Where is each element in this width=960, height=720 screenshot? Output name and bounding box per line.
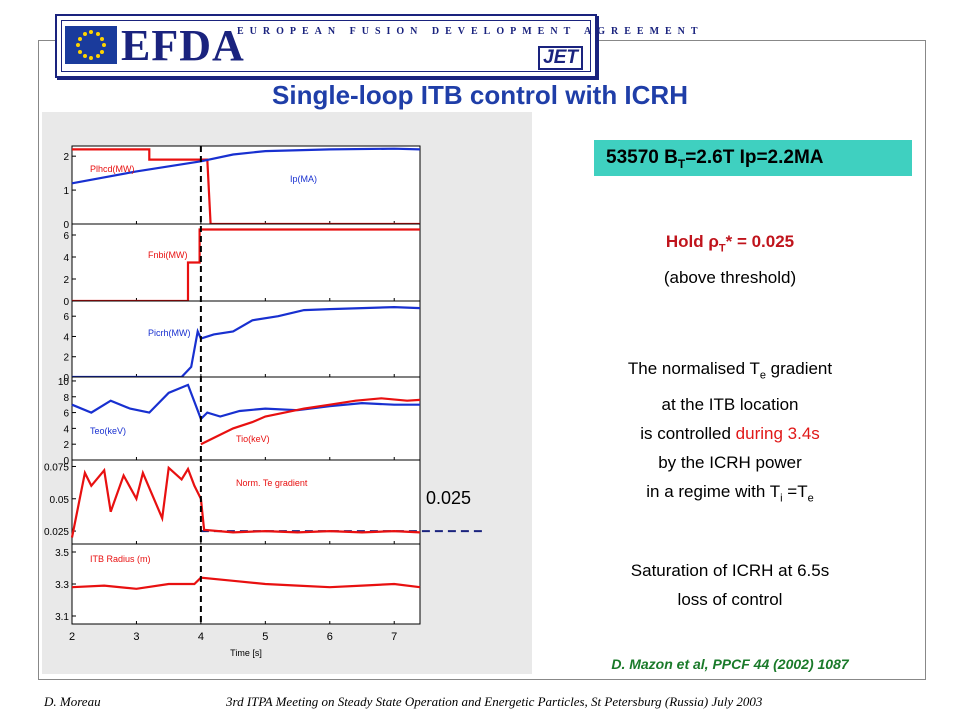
- shot-suffix: =2.6T Ip=2.2MA: [685, 147, 824, 168]
- hold-suffix: * = 0.025: [725, 232, 795, 251]
- series-label: ITB Radius (m): [90, 554, 151, 564]
- y-tick-label: 10: [58, 377, 70, 388]
- series-line: [200, 397, 421, 446]
- shot-info-box: 53570 BT=2.6T Ip=2.2MA: [594, 140, 912, 176]
- hold-target: Hold ρT* = 0.025: [580, 232, 880, 254]
- series-label: Teo(keV): [90, 426, 126, 436]
- desc-l3-a: is controlled: [640, 424, 736, 444]
- desc-l5-sub2: e: [807, 492, 814, 505]
- series-label: Plhcd(MW): [90, 164, 135, 174]
- eu-star-icon: [76, 43, 80, 47]
- chart-panel: [71, 543, 421, 625]
- x-tick-label: 7: [391, 631, 397, 643]
- x-axis-label: Time [s]: [230, 648, 262, 658]
- chart-panel: [71, 223, 421, 302]
- efda-logo: EFDA EUROPEAN FUSION DEVELOPMENT AGREEME…: [55, 14, 698, 78]
- sat-l2: loss of control: [677, 590, 783, 609]
- saturation-note: Saturation of ICRH at 6.5s loss of contr…: [560, 556, 900, 614]
- series-label: Tio(keV): [236, 434, 270, 444]
- desc-l4: by the ICRH power: [658, 453, 802, 473]
- eu-star-icon: [95, 54, 100, 59]
- hold-rho: ρ: [708, 232, 719, 251]
- jet-logo: JET: [538, 46, 583, 70]
- shot-prefix: 53570 B: [606, 147, 678, 168]
- x-tick-label: 2: [69, 631, 75, 643]
- y-tick-label: 3.3: [55, 580, 69, 591]
- sat-l1: Saturation of ICRH at 6.5s: [630, 561, 830, 580]
- series-line: [71, 147, 421, 185]
- footer-author: D. Moreau: [44, 694, 101, 709]
- x-tick-label: 6: [327, 631, 333, 643]
- desc-l1-b: gradient: [765, 359, 833, 378]
- desc-l5-sub1: i: [780, 492, 783, 505]
- target-value-label: 0.025: [426, 488, 472, 508]
- chart-panel: [71, 300, 421, 378]
- eu-star-icon: [82, 54, 87, 59]
- y-tick-label: 0.05: [50, 495, 70, 506]
- y-tick-label: 2: [63, 440, 69, 451]
- chart-panel: [71, 459, 421, 545]
- y-tick-label: 2: [63, 152, 69, 163]
- desc-l2: at the ITB location: [661, 395, 799, 415]
- y-tick-label: 3.1: [55, 612, 69, 623]
- series-line: [71, 383, 420, 421]
- desc-l1-sub: e: [759, 369, 766, 382]
- eu-star-icon: [100, 36, 105, 41]
- eu-star-icon: [77, 49, 82, 54]
- y-tick-label: 4: [63, 424, 69, 435]
- eu-star-icon: [102, 43, 106, 47]
- logo-subtitle: EUROPEAN FUSION DEVELOPMENT AGREEMENT: [237, 26, 704, 37]
- y-tick-label: 8: [63, 393, 69, 404]
- y-tick-label: 6: [63, 312, 69, 323]
- series-line: [71, 576, 421, 590]
- hold-sub: T: [718, 242, 726, 255]
- eu-star-icon: [82, 31, 87, 36]
- y-tick-label: 6: [63, 231, 69, 242]
- eu-star-icon: [100, 49, 105, 54]
- y-tick-label: 4: [63, 253, 69, 264]
- series-line: [70, 465, 421, 538]
- y-tick-label: 1: [63, 186, 69, 197]
- series-label: Ip(MA): [290, 174, 317, 184]
- desc-l3-red: during 3.4s: [735, 424, 820, 444]
- series-line: [72, 305, 421, 379]
- y-tick-label: 2: [63, 275, 69, 286]
- y-tick-label: 0.025: [44, 527, 69, 538]
- x-tick-label: 5: [262, 631, 268, 643]
- desc-l1-a: The normalised T: [627, 359, 760, 378]
- description-text: The normalised Te gradient at the ITB lo…: [560, 354, 900, 514]
- y-tick-label: 0: [63, 220, 69, 231]
- y-tick-label: 0: [63, 297, 69, 308]
- shot-sub: T: [677, 156, 686, 171]
- hold-prefix: Hold: [665, 232, 709, 251]
- chart-panel: [71, 376, 421, 461]
- y-tick-label: 0.075: [44, 462, 69, 473]
- series-label: Fnbi(MW): [148, 250, 188, 260]
- above-threshold-note: (above threshold): [663, 268, 797, 287]
- y-tick-label: 2: [63, 353, 69, 364]
- x-tick-label: 3: [133, 631, 139, 643]
- eu-star-icon: [77, 36, 82, 41]
- footer-meeting: 3rd ITPA Meeting on Steady State Operati…: [226, 694, 763, 709]
- y-tick-label: 0: [63, 456, 69, 467]
- x-tick-label: 4: [198, 631, 204, 643]
- logo-text: EFDA: [121, 21, 245, 70]
- y-tick-label: 4: [63, 332, 69, 343]
- series-label: Norm. Te gradient: [236, 478, 308, 488]
- y-tick-label: 3.5: [55, 548, 69, 559]
- slide-title: Single-loop ITB control with ICRH: [272, 80, 688, 110]
- y-tick-label: 6: [63, 409, 69, 420]
- reference-citation: D. Mazon et al, PPCF 44 (2002) 1087: [611, 656, 849, 672]
- eu-star-icon: [89, 30, 93, 34]
- desc-l5-b: =T: [782, 482, 808, 502]
- eu-flag-icon: [65, 26, 117, 64]
- eu-star-icon: [89, 56, 93, 60]
- desc-l5-a: in a regime with T: [646, 482, 781, 502]
- chart-panel: [71, 145, 421, 225]
- eu-star-icon: [95, 31, 100, 36]
- y-tick-label: 0: [63, 373, 69, 384]
- series-label: Picrh(MW): [148, 328, 191, 338]
